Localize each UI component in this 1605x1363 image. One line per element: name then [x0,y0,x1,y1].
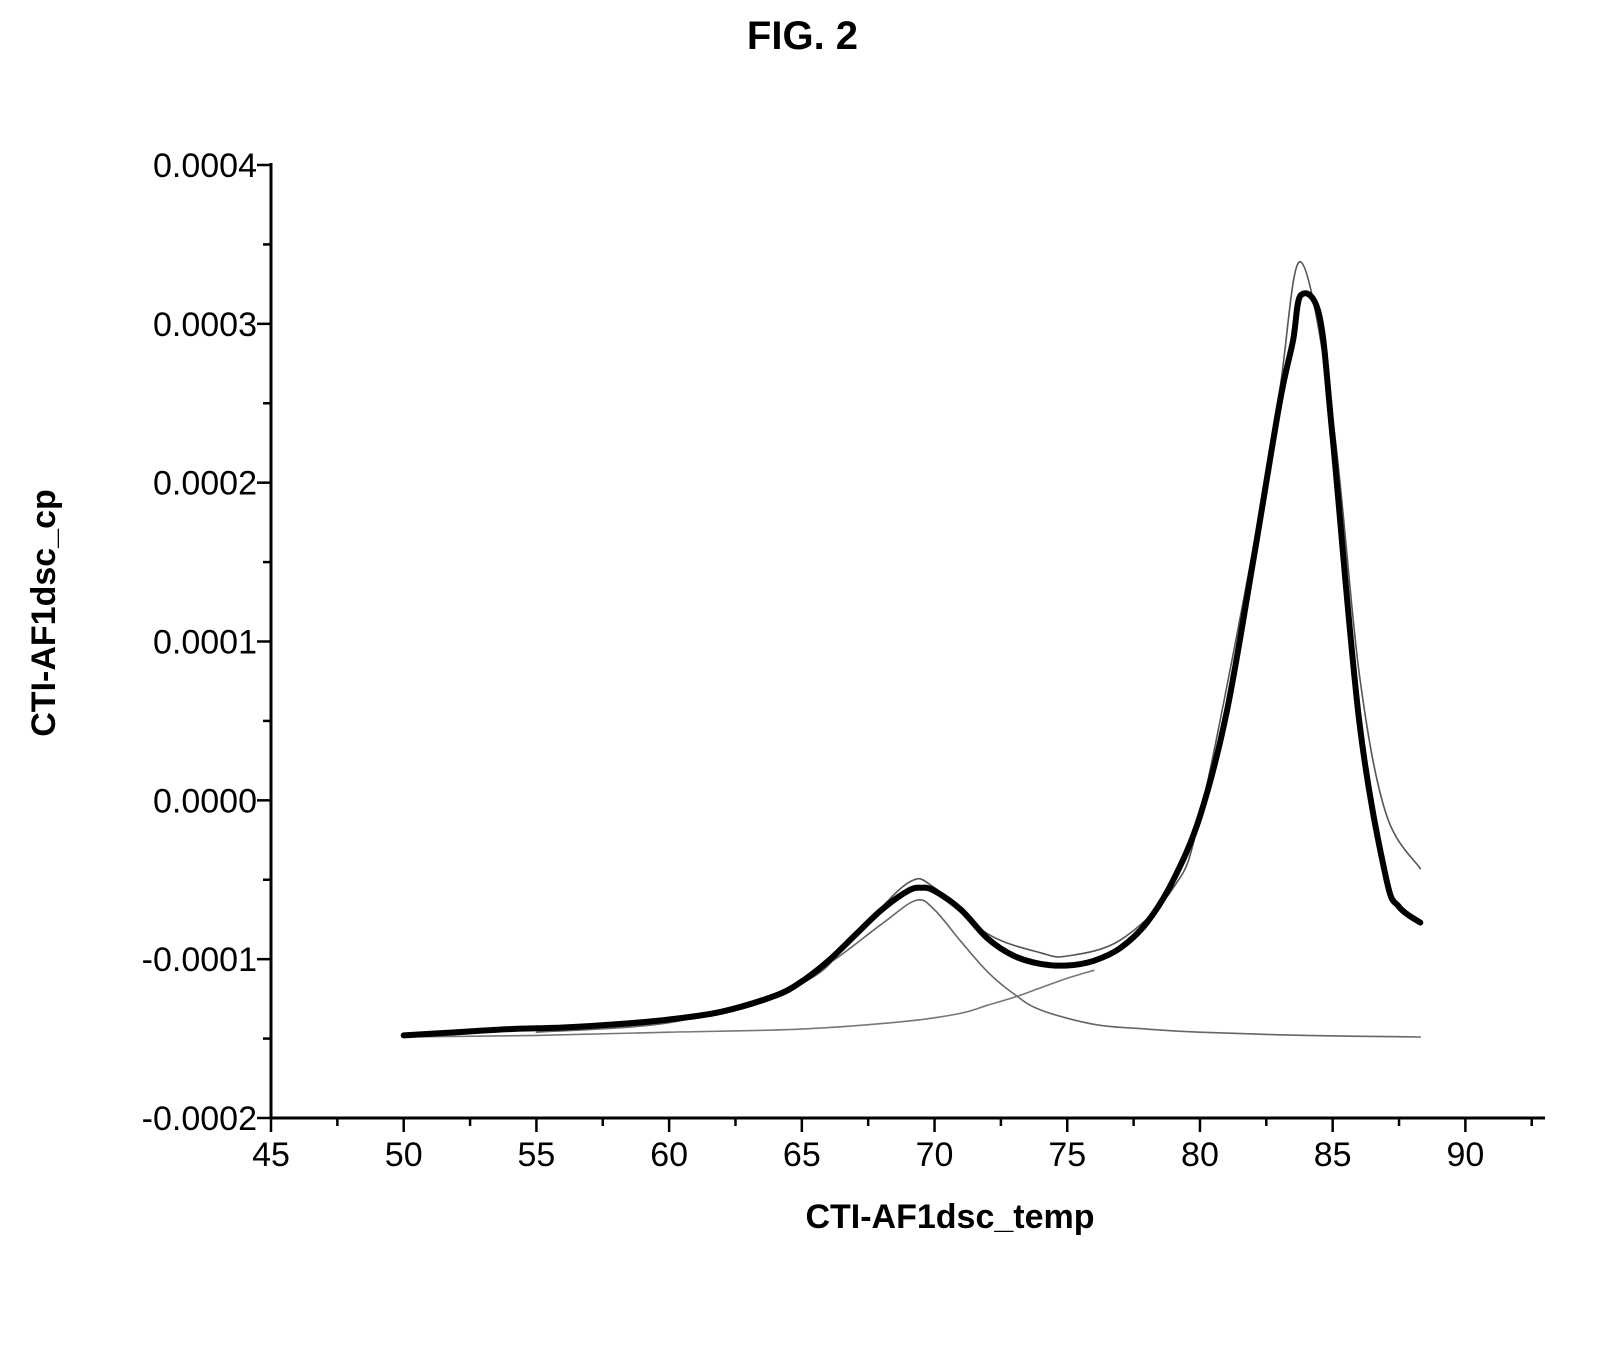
y-ticks: -0.0002 -0.0001 0.0000 0.0001 0.0002 0.0003 0.… [142,147,271,1138]
x-tick-label: 90 [1446,1136,1484,1174]
figure-label: FIG. 2 [746,14,859,58]
x-tick-label: 85 [1314,1136,1352,1174]
x-ticks: 45 50 55 60 65 70 75 80 85 90 [252,1118,1533,1174]
x-tick-label: 55 [518,1136,556,1174]
y-tick-label: -0.0001 [142,941,257,979]
x-tick-label: 45 [252,1136,290,1174]
y-axis-title: CTI-AF1dsc_cp [25,489,63,737]
y-tick-label: 0.0002 [153,465,257,503]
x-tick-label: 70 [916,1136,954,1174]
series-group [400,261,1424,1039]
y-tick-label: -0.0002 [142,1100,257,1138]
y-tick-label: 0.0003 [153,306,257,344]
series-line-2 [535,899,1422,1038]
y-tick-label: 0.0004 [153,147,257,185]
x-tick-label: 80 [1181,1136,1219,1174]
x-tick-label: 50 [385,1136,423,1174]
series-line-3 [402,969,1095,1038]
x-tick-label: 60 [650,1136,688,1174]
x-tick-label: 75 [1048,1136,1086,1174]
y-tick-label: 0.0000 [153,782,257,820]
x-axis-title: CTI-AF1dsc_temp [805,1198,1094,1236]
y-tick-label: 0.0001 [153,624,257,662]
x-tick-label: 65 [783,1136,821,1174]
series-line-0 [400,290,1424,1039]
series-line-1 [402,261,1422,1037]
